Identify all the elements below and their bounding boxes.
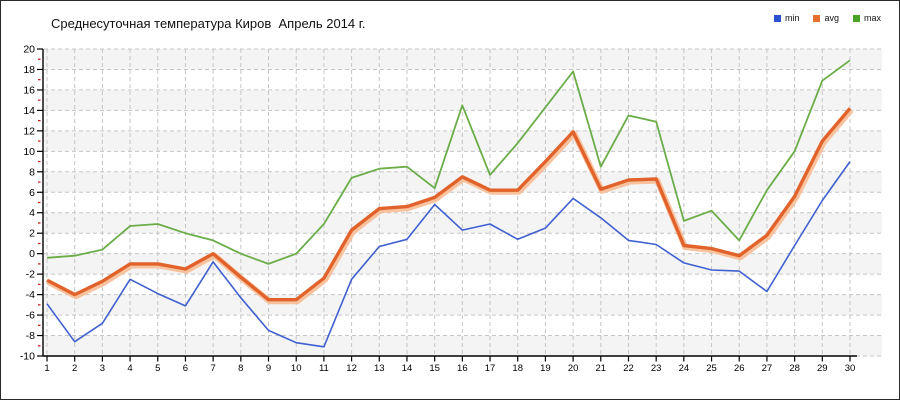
svg-text:20: 20 [23,44,35,56]
svg-text:9: 9 [266,363,271,374]
svg-text:4: 4 [127,363,132,374]
svg-text:14: 14 [402,363,413,374]
svg-text:30: 30 [845,363,856,374]
svg-text:24: 24 [679,363,690,374]
legend-label-avg: avg [824,13,839,23]
svg-text:21: 21 [596,363,607,374]
svg-text:-10: -10 [20,351,35,363]
svg-text:14: 14 [23,105,35,117]
svg-text:-4: -4 [26,289,35,301]
svg-text:8: 8 [29,166,35,178]
svg-text:10: 10 [23,146,35,158]
svg-text:0: 0 [29,248,35,260]
legend-item-min: min [773,13,800,23]
svg-text:16: 16 [23,84,35,96]
svg-text:7: 7 [210,363,215,374]
svg-text:29: 29 [817,363,828,374]
chart-title: Среднесуточная температура Киров Апрель … [51,16,366,31]
svg-text:-2: -2 [26,269,35,281]
legend-swatch-max-icon [852,15,860,22]
svg-text:5: 5 [155,363,160,374]
legend-label-max: max [863,13,881,23]
svg-text:15: 15 [429,363,440,374]
svg-text:26: 26 [734,363,745,374]
svg-text:8: 8 [238,363,243,374]
legend-item-max: max [852,13,881,23]
svg-text:17: 17 [485,363,496,374]
svg-text:28: 28 [789,363,800,374]
svg-text:16: 16 [457,363,468,374]
svg-text:27: 27 [762,363,773,374]
svg-text:22: 22 [623,363,634,374]
svg-text:19: 19 [540,363,551,374]
svg-text:10: 10 [291,363,302,374]
series-avg-line [46,107,852,302]
svg-text:13: 13 [374,363,385,374]
svg-text:1: 1 [44,363,49,374]
legend: min avg max [773,13,881,23]
svg-text:25: 25 [706,363,717,374]
svg-text:12: 12 [346,363,357,374]
svg-text:3: 3 [100,363,105,374]
svg-text:18: 18 [23,64,35,76]
series-min-line [46,161,851,348]
series-max-line [46,59,851,265]
legend-swatch-min-icon [773,15,781,22]
svg-text:18: 18 [512,363,523,374]
svg-text:12: 12 [23,125,35,137]
svg-text:20: 20 [568,363,579,374]
legend-swatch-avg-icon [813,15,821,22]
svg-text:4: 4 [29,207,35,219]
svg-text:2: 2 [72,363,77,374]
legend-item-avg: avg [813,14,839,23]
svg-text:-6: -6 [26,310,35,322]
svg-text:-8: -8 [26,330,35,342]
svg-text:6: 6 [29,187,35,199]
svg-text:11: 11 [319,363,329,374]
svg-text:2: 2 [29,228,35,240]
legend-label-min: min [784,13,800,23]
svg-text:23: 23 [651,363,662,374]
svg-text:6: 6 [183,363,188,374]
